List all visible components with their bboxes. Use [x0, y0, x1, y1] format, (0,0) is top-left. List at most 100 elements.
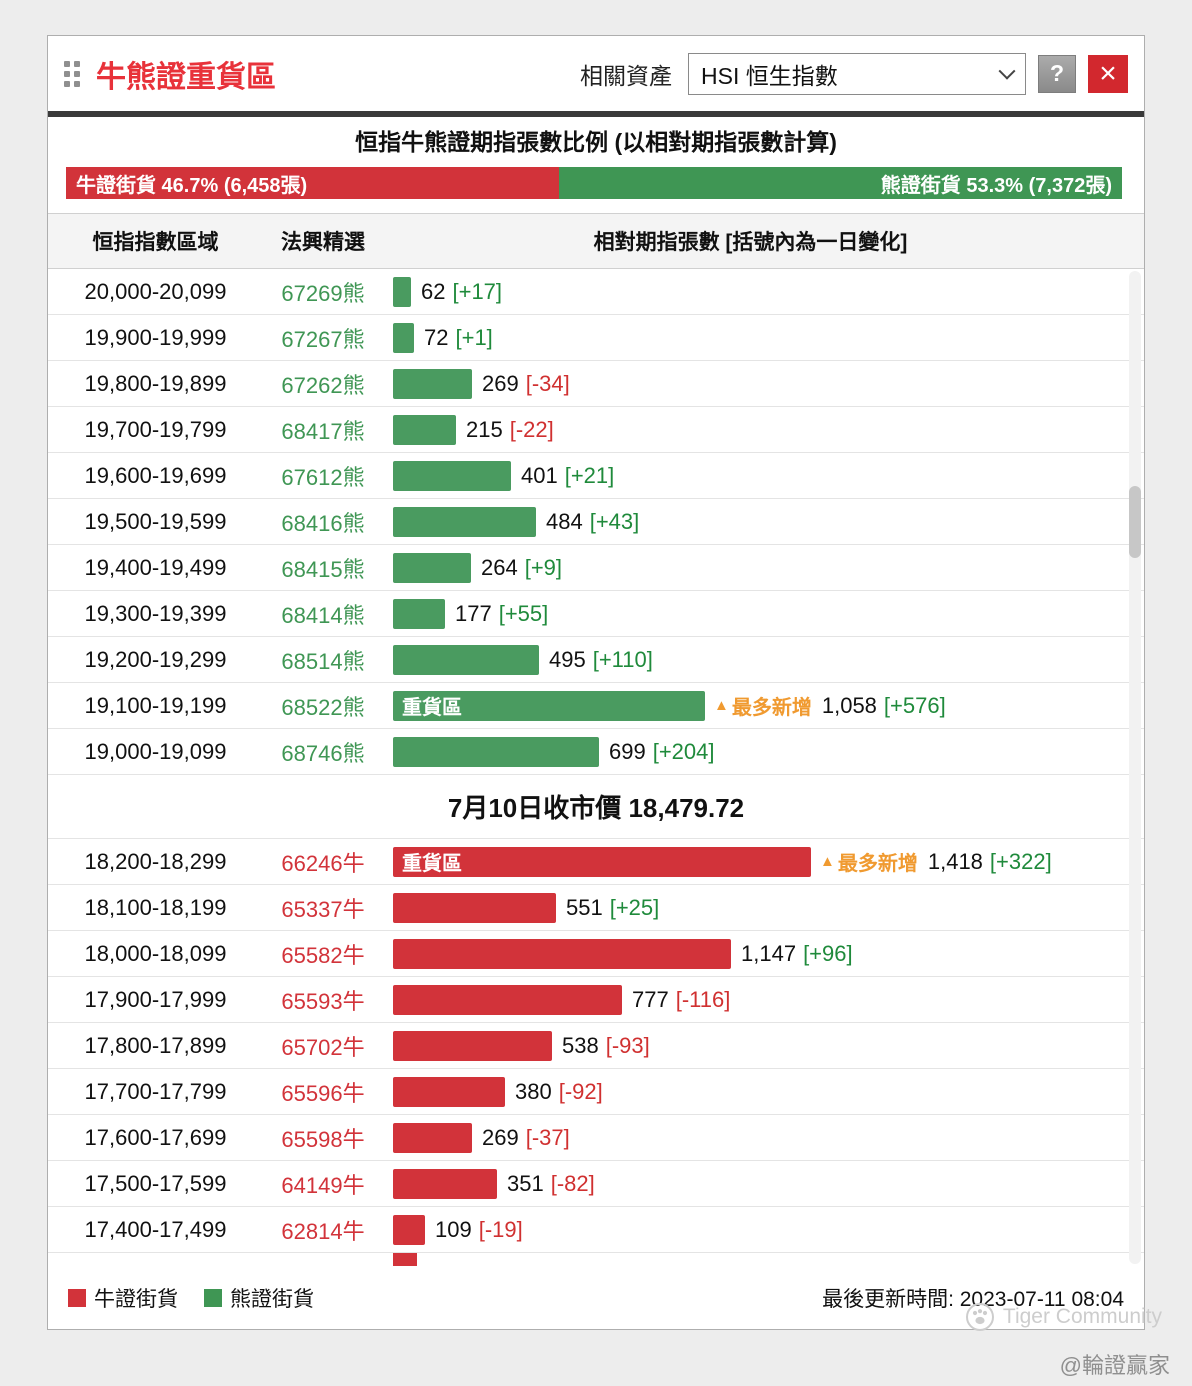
- column-header-picks: 法興精選: [281, 231, 365, 254]
- row-change: [-116]: [675, 986, 731, 1012]
- scrollbar-track[interactable]: [1129, 271, 1141, 1264]
- row-range: 18,200-18,299: [84, 848, 227, 874]
- table-row: 19,000-19,099 68746熊 699 [+204]: [48, 729, 1144, 775]
- row-value: 351: [507, 1170, 544, 1196]
- table-row: 18,200-18,299 66246牛 重貨區 ▲ 最多新增 1,418 [+…: [48, 839, 1144, 885]
- row-code[interactable]: 67267熊: [281, 326, 365, 352]
- row-value: 264: [481, 554, 518, 580]
- up-triangle-icon: ▲: [714, 697, 729, 714]
- most-added-badge: ▲ 最多新增: [820, 847, 918, 876]
- close-icon: ×: [1099, 56, 1117, 90]
- table-row: 18,100-18,199 65337牛 551 [+25]: [48, 885, 1144, 931]
- row-code[interactable]: 67612熊: [281, 464, 365, 490]
- row-code[interactable]: 68415熊: [281, 556, 365, 582]
- row-bar: [393, 414, 456, 445]
- legend-bull-label: 牛證街貨: [94, 1287, 178, 1311]
- scrollbar-thumb[interactable]: [1129, 486, 1141, 558]
- row-code[interactable]: 67262熊: [281, 372, 365, 398]
- row-range: 19,900-19,999: [84, 324, 227, 350]
- row-code[interactable]: 65596牛: [281, 1080, 365, 1106]
- close-price-row: 7月10日收市價 18,479.72: [48, 775, 1144, 839]
- column-header-positions: 相對期指張數 [括號內為一日變化]: [593, 231, 908, 254]
- row-code[interactable]: 68514熊: [281, 648, 365, 674]
- row-change: [+25]: [609, 894, 660, 920]
- column-header-range: 恒指指數區域: [92, 231, 219, 254]
- row-value: 380: [515, 1078, 552, 1104]
- partial-row: [48, 1253, 1144, 1266]
- row-bar: [393, 322, 414, 353]
- bull-ratio-label: 牛證街貨 46.7% (6,458張): [76, 174, 308, 197]
- row-code[interactable]: 65593牛: [281, 988, 365, 1014]
- row-bar: [393, 1076, 505, 1107]
- table-header: 恒指指數區域 法興精選 相對期指張數 [括號內為一日變化]: [48, 213, 1144, 269]
- bear-ratio-segment: 熊證街貨 53.3% (7,372張): [559, 167, 1122, 199]
- row-code[interactable]: 68414熊: [281, 602, 365, 628]
- table-row: 17,400-17,499 62814牛 109 [-19]: [48, 1207, 1144, 1253]
- row-range: 19,500-19,599: [84, 508, 227, 534]
- drag-handle-icon[interactable]: [64, 60, 80, 87]
- row-code[interactable]: 66246牛: [281, 850, 365, 876]
- bull-swatch-icon: [68, 1288, 86, 1307]
- close-button[interactable]: ×: [1088, 54, 1128, 93]
- row-range: 20,000-20,099: [84, 278, 227, 304]
- row-code[interactable]: 68416熊: [281, 510, 365, 536]
- table-row: 17,900-17,999 65593牛 777 [-116]: [48, 977, 1144, 1023]
- author-handle-watermark: @輪證贏家: [1059, 1353, 1170, 1378]
- row-code[interactable]: 67269熊: [281, 280, 365, 306]
- row-change: [+43]: [589, 508, 640, 534]
- row-range: 19,700-19,799: [84, 416, 227, 442]
- row-value: 551: [566, 894, 603, 920]
- row-code[interactable]: 65337牛: [281, 896, 365, 922]
- row-code[interactable]: 68417熊: [281, 418, 365, 444]
- row-change: [-19]: [478, 1216, 523, 1242]
- row-value: 269: [482, 1124, 519, 1150]
- row-value: 72: [424, 324, 449, 350]
- row-value: 484: [546, 508, 583, 534]
- row-change: [-82]: [550, 1170, 595, 1196]
- row-code[interactable]: 68746熊: [281, 740, 365, 766]
- row-bar: [393, 506, 536, 537]
- table-row: 17,600-17,699 65598牛 269 [-37]: [48, 1115, 1144, 1161]
- row-value: 777: [632, 986, 669, 1012]
- row-bar: [393, 368, 472, 399]
- row-bar: 重貨區: [393, 690, 705, 721]
- row-change: [+96]: [803, 940, 853, 966]
- row-code[interactable]: 62814牛: [281, 1218, 365, 1244]
- row-change: [-22]: [509, 416, 554, 442]
- bear-rows: 20,000-20,099 67269熊 62 [+17] 19,900-19,…: [48, 269, 1144, 775]
- row-code[interactable]: 65702牛: [281, 1034, 365, 1060]
- asset-select[interactable]: HSI 恒生指數: [688, 52, 1026, 95]
- row-bar: [393, 736, 599, 767]
- row-code[interactable]: 65598牛: [281, 1126, 365, 1152]
- row-change: [+204]: [652, 738, 715, 764]
- chevron-down-icon: [998, 62, 1016, 80]
- ratio-heading: 恒指牛熊證期指張數比例 (以相對期指張數計算): [355, 129, 837, 155]
- table-row: 19,400-19,499 68415熊 264 [+9]: [48, 545, 1144, 591]
- row-value: 109: [435, 1216, 472, 1242]
- last-updated-time: 最後更新時間: 2023-07-11 08:04: [822, 1287, 1124, 1311]
- row-range: 19,600-19,699: [84, 462, 227, 488]
- row-value: 495: [549, 646, 586, 672]
- row-value: 699: [609, 738, 646, 764]
- row-code[interactable]: 65582牛: [281, 942, 365, 968]
- heavy-zone-label: 重貨區: [402, 697, 462, 719]
- row-value: 177: [455, 600, 492, 626]
- help-button[interactable]: ?: [1038, 54, 1076, 93]
- table-body: 20,000-20,099 67269熊 62 [+17] 19,900-19,…: [48, 269, 1144, 1266]
- legend-item-bear: 熊證街貨: [204, 1283, 314, 1313]
- row-change: [+17]: [452, 278, 503, 304]
- table-row: 17,700-17,799 65596牛 380 [-92]: [48, 1069, 1144, 1115]
- row-change: [+21]: [564, 462, 615, 488]
- up-triangle-icon: ▲: [820, 853, 835, 870]
- row-bar: [393, 598, 445, 629]
- row-change: [+1]: [455, 324, 493, 350]
- row-value: 62: [421, 278, 446, 304]
- row-value: 1,058: [821, 692, 877, 718]
- row-code[interactable]: 68522熊: [281, 694, 365, 720]
- table-row: 20,000-20,099 67269熊 62 [+17]: [48, 269, 1144, 315]
- most-added-label: 最多新增: [731, 697, 812, 719]
- most-added-badge: ▲ 最多新增: [714, 691, 812, 720]
- row-value: 401: [521, 462, 558, 488]
- row-range: 19,000-19,099: [84, 738, 227, 764]
- row-code[interactable]: 64149牛: [281, 1172, 365, 1198]
